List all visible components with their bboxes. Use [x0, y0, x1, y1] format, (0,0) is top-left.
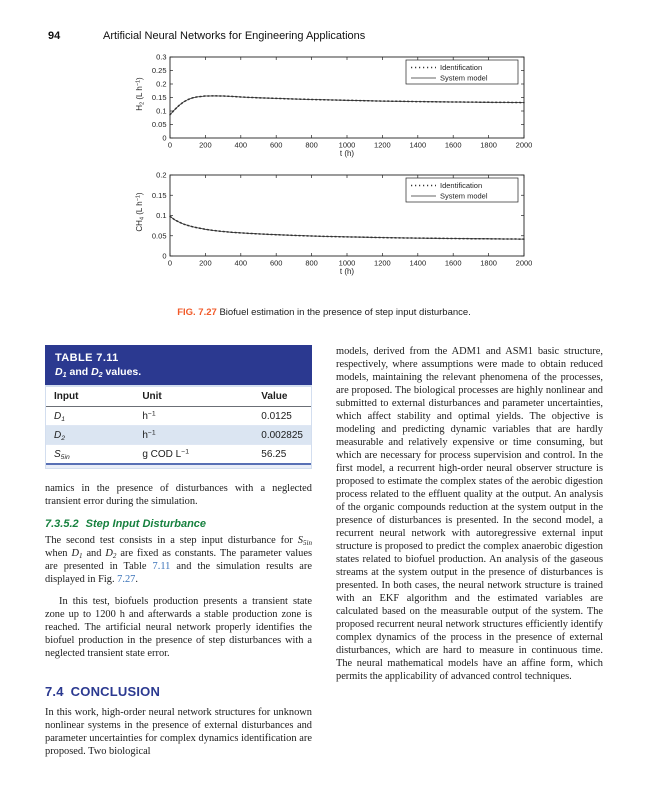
ch4-plot: 0 200 400 600 800 1000 1200 1400 1600 1800 2000 0 0.… — [152, 171, 533, 268]
table-header-block: TABLE 7.11 D1 and D2 values. — [45, 345, 312, 385]
svg-text:1600: 1600 — [445, 141, 462, 150]
running-title: Artificial Neural Networks for Engineeri… — [103, 30, 366, 42]
cell-input: D1 — [46, 406, 135, 426]
cell-unit: h−1 — [134, 406, 254, 426]
cell-input: S5in — [46, 444, 135, 465]
svg-text:0: 0 — [168, 141, 172, 150]
svg-text:0.3: 0.3 — [156, 53, 166, 62]
section-title: CONCLUSION — [70, 684, 161, 699]
cell-input: D2 — [46, 425, 135, 445]
svg-text:800: 800 — [305, 259, 318, 268]
svg-text:1800: 1800 — [480, 141, 497, 150]
cross-reference-link[interactable]: 7.11 — [152, 561, 171, 572]
svg-text:System model: System model — [440, 74, 488, 83]
running-header: 94 Artificial Neural Networks for Engine… — [48, 30, 600, 44]
svg-text:Identification: Identification — [440, 63, 482, 72]
figure-caption: FIG. 7.27 Biofuel estimation in the pres… — [0, 307, 648, 318]
svg-text:System model: System model — [440, 192, 488, 201]
svg-text:0.2: 0.2 — [156, 171, 166, 180]
ch4-chart: CH4 (L h−1) 0 200 400 600 800 1000 1200 1400 160… — [130, 170, 540, 288]
svg-text:0.15: 0.15 — [152, 191, 167, 200]
cell-value: 56.25 — [253, 444, 311, 465]
h2-x-axis-label: t (h) — [339, 149, 355, 158]
svg-text:Identification: Identification — [440, 181, 482, 190]
cross-reference-link[interactable]: 7.27 — [117, 574, 136, 585]
right-column: models, derived from the ADM1 and ASM1 b… — [336, 345, 603, 767]
column-header-input: Input — [46, 387, 135, 407]
table-column-header-row: Input Unit Value — [46, 387, 311, 407]
cell-unit: g COD L−1 — [134, 444, 254, 465]
svg-text:1400: 1400 — [409, 259, 426, 268]
svg-text:0.2: 0.2 — [156, 80, 166, 89]
svg-text:0: 0 — [162, 134, 166, 143]
paragraph-step-disturbance: The second test consists in a step input… — [45, 535, 313, 585]
svg-text:400: 400 — [235, 141, 248, 150]
svg-text:200: 200 — [199, 141, 212, 150]
column-header-value: Value — [253, 387, 311, 407]
table-title: TABLE 7.11 — [55, 352, 119, 364]
section-heading-7-3-5-2: 7.3.5.2 Step Input Disturbance — [45, 518, 312, 530]
svg-text:0.15: 0.15 — [152, 93, 167, 102]
svg-text:0.05: 0.05 — [152, 231, 167, 240]
section-title: Step Input Disturbance — [85, 518, 207, 530]
figure-7-27: H2 (L h−1) 0 200 400 600 800 1000 1200 1400 1600… — [130, 52, 540, 288]
svg-text:1800: 1800 — [480, 259, 497, 268]
paragraph-conclusion: In this work, high-order neural network … — [45, 707, 312, 757]
svg-text:1000: 1000 — [339, 141, 356, 150]
table-row: D2 h−1 0.002825 — [46, 425, 311, 445]
section-number: 7.3.5.2 — [45, 518, 79, 530]
svg-text:400: 400 — [235, 259, 248, 268]
table-7-11: TABLE 7.11 D1 and D2 values. Input Unit … — [45, 345, 312, 469]
paragraph-right-column: models, derived from the ADM1 and ASM1 b… — [336, 346, 603, 682]
table-body: Input Unit Value D1 h−1 0.0125 D2 — [45, 385, 312, 469]
svg-text:0: 0 — [168, 259, 172, 268]
cell-value: 0.002825 — [253, 425, 311, 445]
svg-text:1200: 1200 — [374, 141, 391, 150]
paragraph-test-result: In this test, biofuels production presen… — [45, 596, 312, 659]
paragraph-continuation: namics in the presence of disturbances w… — [45, 483, 312, 507]
svg-text:1400: 1400 — [409, 141, 426, 150]
svg-text:2000: 2000 — [516, 259, 533, 268]
h2-chart: H2 (L h−1) 0 200 400 600 800 1000 1200 1400 1600… — [130, 52, 540, 170]
svg-text:0.1: 0.1 — [156, 107, 166, 116]
ch4-x-axis-label: t (h) — [339, 267, 355, 276]
section-number: 7.4 — [45, 684, 64, 699]
left-column: TABLE 7.11 D1 and D2 values. Input Unit … — [45, 345, 312, 767]
figure-caption-text: Biofuel estimation in the presence of st… — [219, 307, 471, 318]
cell-value: 0.0125 — [253, 406, 311, 426]
svg-text:1000: 1000 — [339, 259, 356, 268]
svg-text:800: 800 — [305, 141, 318, 150]
table-row: S5in g COD L−1 56.25 — [46, 444, 311, 465]
svg-text:0.05: 0.05 — [152, 120, 167, 129]
figure-caption-label: FIG. 7.27 — [177, 307, 217, 318]
cell-unit: h−1 — [134, 425, 254, 445]
table-subtitle: D1 and D2 values. — [55, 366, 142, 380]
page-number: 94 — [48, 30, 61, 42]
svg-text:0.25: 0.25 — [152, 66, 167, 75]
svg-text:600: 600 — [270, 141, 283, 150]
column-header-unit: Unit — [134, 387, 254, 407]
svg-text:0.1: 0.1 — [156, 211, 166, 220]
svg-text:1600: 1600 — [445, 259, 462, 268]
svg-text:600: 600 — [270, 259, 283, 268]
section-heading-7-4: 7.4 CONCLUSION — [45, 684, 312, 699]
svg-text:2000: 2000 — [516, 141, 533, 150]
svg-text:1200: 1200 — [374, 259, 391, 268]
h2-plot: 0 200 400 600 800 1000 1200 1400 1600 1800 2000 0 0.… — [152, 53, 533, 150]
body-columns: TABLE 7.11 D1 and D2 values. Input Unit … — [45, 345, 603, 767]
svg-text:200: 200 — [199, 259, 212, 268]
table-row: D1 h−1 0.0125 — [46, 406, 311, 426]
svg-text:0: 0 — [162, 252, 166, 261]
